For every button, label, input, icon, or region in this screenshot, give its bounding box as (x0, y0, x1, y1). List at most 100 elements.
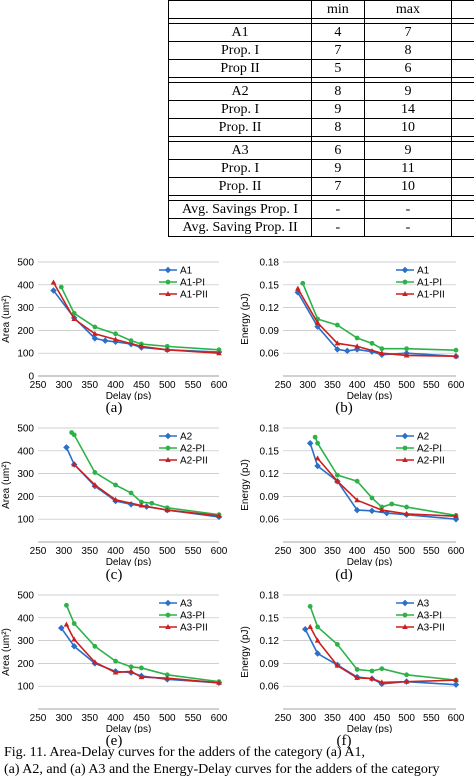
subcaption-c: (c) (105, 567, 123, 583)
data-point (334, 478, 341, 484)
data-point (164, 346, 171, 352)
series-line (316, 457, 457, 517)
data-point (402, 279, 408, 285)
data-point (369, 675, 375, 681)
y-tick-label: 100 (17, 682, 34, 693)
x-tick-label: 350 (81, 380, 98, 391)
x-tick-label: 400 (107, 380, 124, 391)
data-point (334, 322, 340, 328)
table-cell: - (311, 200, 365, 219)
y-tick-label: 0.06 (260, 515, 280, 526)
y-tick-label: 400 (17, 280, 34, 291)
table-cell: 10 (363, 118, 453, 137)
chart-a-area-delay: 0 100 200 300 400 500 250 300 350 400 450 500 550 600… (0, 250, 237, 401)
x-tick-label: 350 (81, 713, 98, 724)
table-cell (451, 23, 474, 42)
x-axis-label: Delay (ps) (106, 391, 152, 400)
data-point (307, 623, 313, 629)
x-tick-label: 500 (398, 713, 415, 724)
table-header-cell (167, 0, 313, 19)
x-tick-label: 500 (159, 546, 176, 557)
y-tick-label: 0.09 (260, 659, 280, 670)
table-cell (451, 41, 474, 60)
data-point (379, 666, 385, 672)
legend-label: A1 (180, 266, 193, 277)
y-tick-label: 500 (17, 424, 34, 435)
series-A1-PI (58, 284, 222, 353)
chart-svg: 0.06 0.09 0.12 0.15 0.18 250 300 350 400 450 500 55… (240, 424, 465, 567)
x-tick-label: 300 (56, 546, 73, 557)
data-point (63, 621, 70, 627)
data-point (334, 346, 341, 353)
data-point (138, 674, 145, 680)
x-tick-label: 550 (185, 380, 202, 391)
table-cell: 9 (311, 100, 365, 119)
table-cell: 10 (363, 177, 453, 196)
data-point (64, 602, 69, 608)
x-tick-label: 450 (133, 713, 150, 724)
data-point (334, 472, 340, 478)
data-point (453, 347, 459, 353)
x-tick-label: 300 (299, 713, 316, 724)
data-point (71, 432, 77, 438)
table-gap (167, 195, 474, 201)
series-line (309, 626, 457, 684)
data-point (453, 677, 459, 683)
data-point (139, 665, 144, 671)
figure-caption: Fig. 11. Area-Delay curves for the adder… (4, 744, 474, 778)
table-gap (167, 77, 474, 83)
x-tick-label: 300 (299, 380, 316, 391)
data-point (113, 482, 118, 488)
y-tick-label: 0.12 (260, 303, 280, 314)
data-point (307, 604, 313, 609)
data-point (92, 659, 98, 665)
data-point (216, 512, 222, 518)
data-point (165, 457, 171, 462)
data-point (301, 625, 309, 633)
data-point (334, 642, 340, 647)
x-tick-label: 400 (107, 713, 124, 724)
table-header-row: min max (167, 0, 474, 19)
y-axis-label: Area (um²) (1, 461, 12, 509)
data-point (379, 507, 385, 513)
legend-label: A1-PI (417, 278, 442, 289)
x-tick-label: 450 (374, 546, 391, 557)
y-tick-label: 400 (17, 446, 34, 457)
x-tick-label: 250 (275, 380, 292, 391)
y-tick-label: 0.18 (260, 591, 280, 602)
x-tick-label: 600 (211, 546, 228, 557)
legend-label: A2-PI (417, 444, 442, 455)
y-tick-label: 100 (17, 349, 34, 360)
table-cell: 6 (311, 141, 365, 160)
data-point (354, 674, 360, 680)
data-point (354, 478, 360, 484)
table-cell: Prop. II (167, 118, 313, 137)
x-tick-label: 450 (374, 713, 391, 724)
data-point (403, 352, 410, 358)
x-tick-label: 400 (349, 380, 366, 391)
series-A2-PII (314, 455, 459, 519)
table-header-cell (451, 0, 474, 19)
table-row: Prop. I 9 11 (167, 159, 474, 178)
x-tick-label: 250 (30, 380, 47, 391)
table-row: A2 8 9 (167, 82, 474, 101)
series-A3-PI (307, 604, 459, 683)
data-point (354, 497, 360, 503)
data-point (149, 500, 155, 506)
data-point (404, 504, 409, 510)
chart-svg: 100 200 300 400 500 250 300 350 400 450 500 550 600 D… (1, 591, 228, 734)
x-axis-label: Delay (ps) (106, 557, 152, 566)
y-axis-label: Energy (pJ) (240, 293, 251, 345)
data-point (71, 461, 77, 467)
data-point (138, 343, 145, 349)
data-point (379, 350, 385, 356)
table-cell: - (363, 218, 453, 237)
data-point (315, 624, 320, 630)
table-cell (451, 141, 474, 160)
data-point (71, 316, 77, 321)
y-tick-label: 0.15 (260, 280, 280, 291)
table-cell: 7 (311, 177, 365, 196)
table-cell: 9 (363, 141, 453, 160)
